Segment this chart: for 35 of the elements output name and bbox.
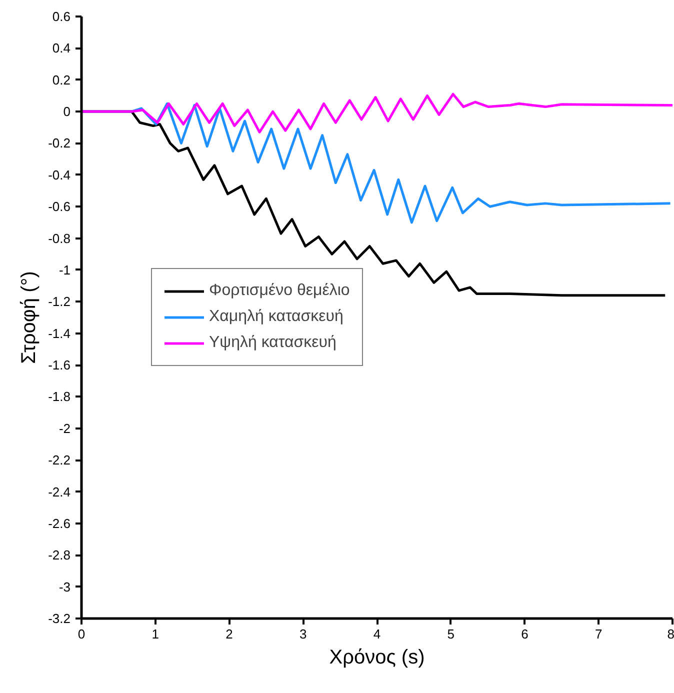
x-tick-label: 6 (521, 626, 528, 642)
y-tick-label: -0.4 (48, 167, 71, 182)
y-tick-label: -0.8 (48, 230, 71, 246)
x-tick-label: 8 (667, 626, 674, 642)
y-axis-title: Στροφή (°) (18, 271, 40, 364)
y-tick-label: 0.4 (52, 40, 71, 56)
x-tick-label: 5 (447, 626, 454, 642)
y-tick-label: -0.2 (48, 136, 71, 151)
x-tick-label: 2 (226, 626, 233, 642)
legend-label: Φορτισμένο θεμέλιο (209, 282, 350, 300)
y-tick-label: 0.2 (52, 72, 71, 88)
y-tick-label: -1.4 (48, 326, 71, 341)
y-tick-label: 0 (63, 104, 71, 120)
y-tick-label: -2.6 (48, 516, 71, 531)
x-tick-label: 0 (78, 626, 86, 642)
y-tick-label: -1.6 (48, 358, 71, 373)
y-tick-label: -1 (58, 262, 71, 278)
y-tick-label: -2 (58, 420, 71, 436)
legend-label: Υψηλή κατασκευή (209, 334, 336, 352)
y-tick-label: -1.8 (48, 389, 71, 404)
x-tick-label: 3 (300, 626, 307, 642)
y-tick-label: -0.6 (48, 199, 71, 214)
line-series (82, 92, 672, 134)
y-tick-label: -2.8 (48, 548, 71, 563)
y-tick-label: 0.6 (52, 9, 71, 24)
y-tick-label: -2.2 (48, 452, 71, 468)
x-tick-label: 7 (595, 626, 602, 642)
x-tick-label: 1 (152, 626, 159, 642)
y-tick-label: -3 (58, 579, 71, 594)
y-tick-label: -3.2 (48, 611, 71, 626)
y-tick-label: -2.4 (48, 484, 71, 500)
x-axis-title: Χρόνος (s) (329, 646, 425, 668)
legend-label: Χαμηλή κατασκευή (209, 308, 344, 326)
y-tick-label: -1.2 (48, 294, 71, 310)
x-tick-label: 4 (373, 626, 381, 642)
